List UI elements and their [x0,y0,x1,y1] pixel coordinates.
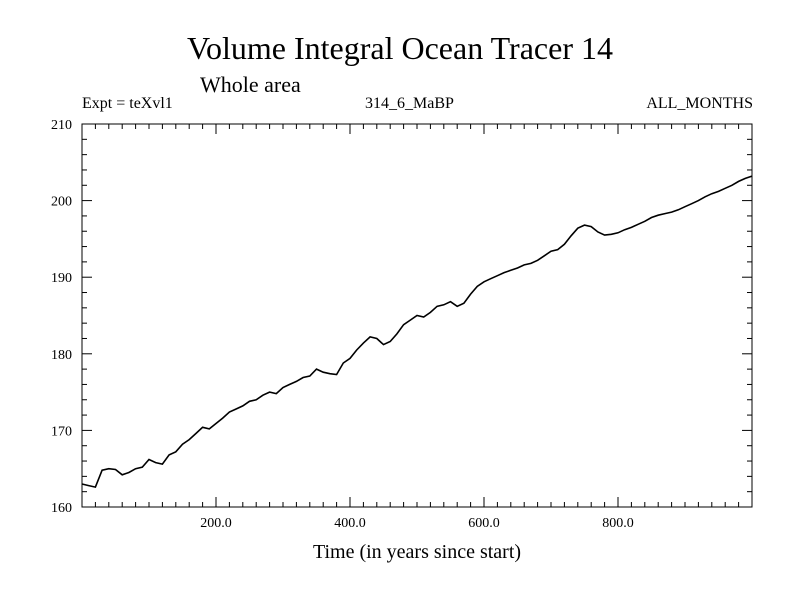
y-tick-label: 180 [51,348,72,363]
experiment-label: Expt = teXvl1 [82,95,173,112]
x-tick-label: 200.0 [200,516,232,531]
x-axis-label: Time (in years since start) [313,541,521,563]
chart-title: Volume Integral Ocean Tracer 14 [187,30,613,66]
x-tick-label: 800.0 [602,516,634,531]
x-axis: 200.0 400.0 600.0 800.0 [94,124,740,531]
months-label: ALL_MONTHS [646,95,753,112]
x-tick-label: 600.0 [468,516,500,531]
x-tick-label: 400.0 [334,516,366,531]
y-tick-label: 160 [51,501,72,516]
y-tick-label: 210 [51,118,72,133]
y-axis: 160 170 180 190 200 210 [51,118,752,516]
chart-subtitle: Whole area [200,72,301,97]
y-tick-label: 200 [51,195,72,210]
run-label: 314_6_MaBP [365,95,454,112]
y-tick-label: 190 [51,271,72,286]
y-tick-label: 170 [51,424,72,439]
series-line [81,175,753,489]
